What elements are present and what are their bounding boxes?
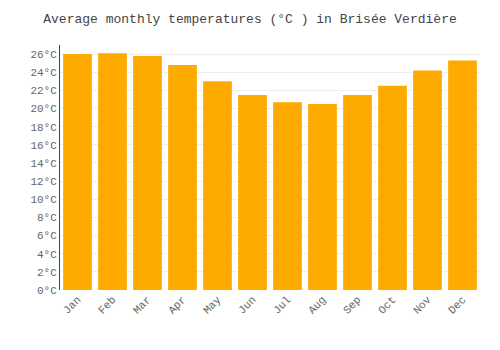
- svg-text:22°C: 22°C: [30, 85, 57, 97]
- svg-text:14°C: 14°C: [30, 158, 57, 170]
- svg-text:May: May: [201, 294, 224, 317]
- svg-text:18°C: 18°C: [30, 122, 57, 134]
- svg-text:Oct: Oct: [376, 294, 398, 316]
- svg-text:26°C: 26°C: [30, 49, 57, 61]
- svg-text:Jun: Jun: [236, 294, 258, 316]
- svg-text:Aug: Aug: [306, 294, 328, 316]
- svg-text:24°C: 24°C: [30, 67, 57, 79]
- svg-text:Feb: Feb: [96, 294, 118, 316]
- svg-text:Jul: Jul: [271, 294, 293, 316]
- svg-text:10°C: 10°C: [30, 194, 57, 206]
- svg-text:20°C: 20°C: [30, 103, 57, 115]
- svg-text:Jan: Jan: [61, 294, 83, 316]
- svg-text:12°C: 12°C: [30, 176, 57, 188]
- svg-text:16°C: 16°C: [30, 140, 57, 152]
- svg-text:2°C: 2°C: [37, 267, 57, 279]
- svg-text:8°C: 8°C: [37, 212, 57, 224]
- svg-text:Dec: Dec: [446, 294, 468, 316]
- svg-text:Average monthly temperatures (: Average monthly temperatures (°C ) in Br…: [43, 12, 456, 27]
- svg-text:4°C: 4°C: [37, 249, 57, 261]
- svg-text:6°C: 6°C: [37, 230, 57, 242]
- svg-text:Mar: Mar: [131, 294, 153, 316]
- svg-text:0°C: 0°C: [37, 285, 57, 297]
- svg-text:Sep: Sep: [341, 294, 363, 316]
- svg-text:Nov: Nov: [411, 294, 434, 317]
- svg-text:Apr: Apr: [166, 294, 188, 316]
